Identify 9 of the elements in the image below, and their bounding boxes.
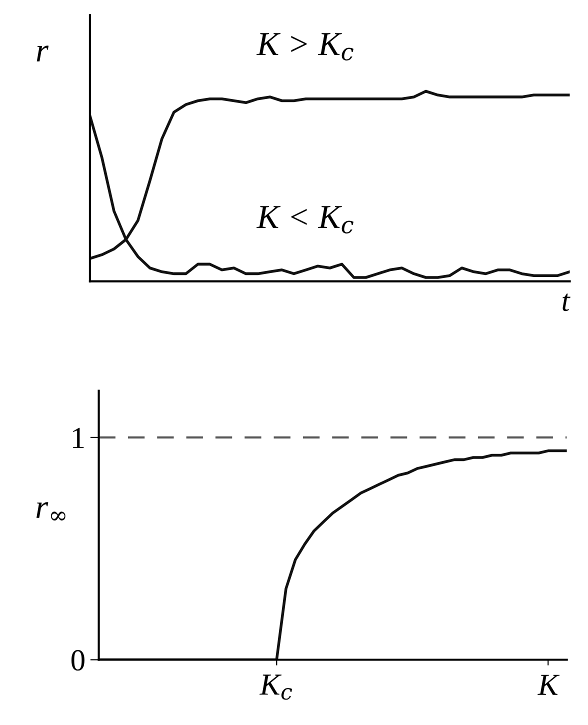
y-axis-title: r [36,46,49,62]
text: K > K$_{c}$ [256,33,354,61]
y-tick-label: 0 [71,650,84,671]
x-tick-label: K [538,674,560,695]
annotation: K < K$_{c}$ [256,206,354,234]
y-axis-title: r$_{∞}$ [36,502,66,521]
x-tick-label: K$_{c}$ [259,674,292,700]
x-axis-title: t [562,294,570,312]
y-tick-label: 1 [73,428,84,448]
